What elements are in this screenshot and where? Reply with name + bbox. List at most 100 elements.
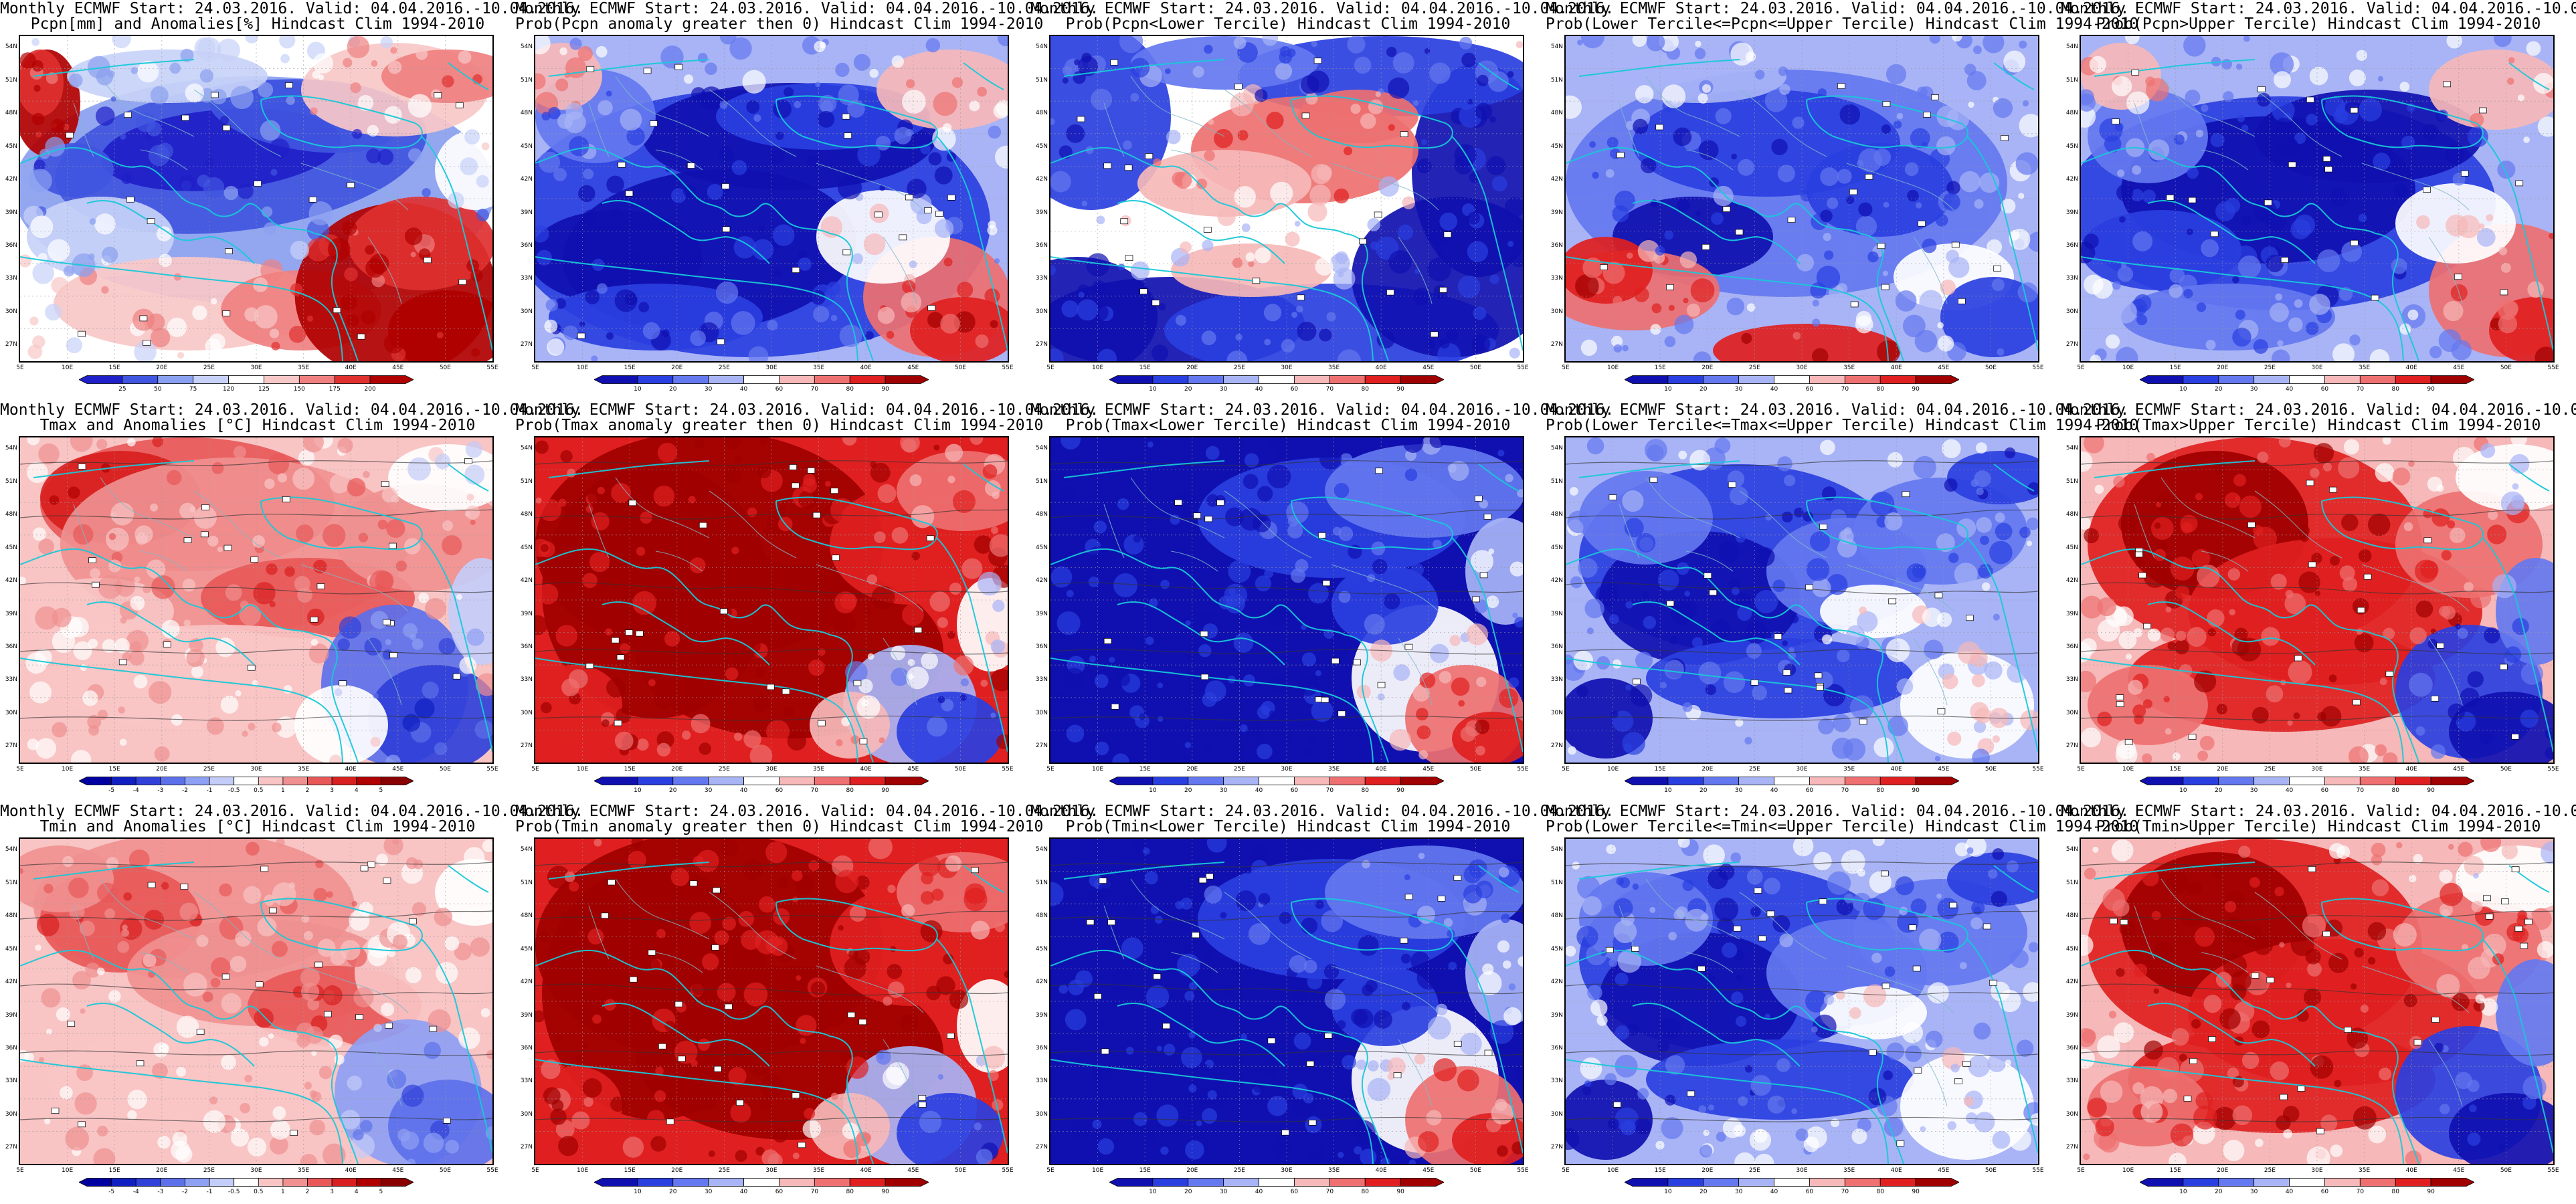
colorbar-swatch <box>2395 777 2431 785</box>
lat-tick-label: 48N <box>2065 511 2078 518</box>
lon-tick-label: 45E <box>2453 766 2465 773</box>
lon-tick-label: 45E <box>907 365 919 371</box>
colorbar-tick-label: 20 <box>669 386 677 393</box>
colorbar-tick-label: 30 <box>1219 787 1228 794</box>
lon-tick-label: 15E <box>2169 1167 2181 1174</box>
colorbar-tick-label: 80 <box>1876 1189 1884 1195</box>
colorbar-tick-label: -3 <box>157 787 164 794</box>
colorbar-tick-label: -2 <box>181 1189 188 1195</box>
colorbar-swatch <box>2289 375 2325 384</box>
colorbar-swatch <box>1364 1178 1401 1187</box>
lon-tick-label: 45E <box>1938 365 1950 371</box>
colorbar-tick-label: 60 <box>1290 386 1299 393</box>
lon-tick-label: 20E <box>1186 365 1198 371</box>
colorbar-tick-label: 30 <box>1734 787 1743 794</box>
colorbar-tick-label: -5 <box>108 1189 115 1195</box>
colorbar-swatch <box>1703 1178 1740 1187</box>
lat-tick-label: 39N <box>1035 209 1048 216</box>
lat-tick-label: 30N <box>5 709 17 716</box>
colorbar-swatch <box>1364 777 1401 785</box>
lon-tick-label: 30E <box>250 365 262 371</box>
lat-tick-label: 39N <box>2065 1011 2078 1019</box>
colorbar-swatch <box>743 375 779 384</box>
colorbar-tick-label: 70 <box>1841 787 1849 794</box>
colorbar-swatch <box>1294 375 1330 384</box>
colorbar-tick-label: -3 <box>157 1189 164 1195</box>
colorbar-tick-label: 10 <box>1149 386 1157 393</box>
lat-tick-label: 33N <box>1550 676 1563 684</box>
colorbar-swatch <box>209 777 235 785</box>
lat-tick-label: 39N <box>5 610 17 617</box>
map-panel: Monthly ECMWF Start: 24.03.2016. Valid: … <box>1546 401 2138 803</box>
lon-tick-label: 35E <box>2359 1167 2371 1174</box>
lat-tick-label: 33N <box>5 1078 17 1085</box>
colorbar-tick-label: 20 <box>2215 386 2223 393</box>
lat-tick-label: 39N <box>520 610 533 617</box>
colorbar-tick-label: 60 <box>775 386 784 393</box>
lat-tick-label: 54N <box>2065 445 2078 452</box>
lon-tick-label: 45E <box>1938 766 1950 773</box>
lon-tick-label: 15E <box>624 365 636 371</box>
lon-tick-label: 40E <box>860 365 872 371</box>
map-panel: Monthly ECMWF Start: 24.03.2016. Valid: … <box>0 0 583 401</box>
colorbar-swatch <box>258 777 284 785</box>
colorbar-swatch <box>111 1178 136 1187</box>
lat-tick-label: 39N <box>1550 209 1563 216</box>
colorbar-swatch <box>2218 375 2255 384</box>
lon-tick-label: 5E <box>1562 365 1570 371</box>
colorbar-swatch <box>1809 777 1845 785</box>
lon-tick-label: 5E <box>531 766 539 773</box>
colorbar-swatch <box>2253 777 2290 785</box>
colorbar-tick-label: 5 <box>379 1189 383 1195</box>
lon-tick-label: 25E <box>2264 766 2276 773</box>
colorbar-tick-label: 70 <box>810 386 819 393</box>
colorbar-tick-label: 20 <box>669 1189 677 1195</box>
colorbar-tick-label: 90 <box>881 1189 889 1195</box>
colorbar-tick-label: 40 <box>1255 1189 1263 1195</box>
colorbar-swatch <box>135 777 161 785</box>
lon-tick-label: 50E <box>1985 365 1997 371</box>
lat-tick-label: 39N <box>5 1011 17 1019</box>
colorbar-tick-label: 30 <box>1219 1189 1228 1195</box>
lon-tick-label: 10E <box>1092 766 1104 773</box>
colorbar-tick-label: 30 <box>1734 386 1743 393</box>
colorbar-swatch <box>334 375 371 384</box>
colorbar-tick-label: 80 <box>846 386 854 393</box>
lon-tick-label: 45E <box>2453 1167 2465 1174</box>
colorbar-tick-label: 10 <box>2179 1189 2187 1195</box>
lon-tick-label: 25E <box>1748 1167 1760 1174</box>
lat-tick-label: 42N <box>5 176 17 183</box>
lon-tick-label: 35E <box>298 1167 310 1174</box>
colorbar-tick-label: 60 <box>1805 787 1814 794</box>
colorbar-tick-label: 70 <box>810 1189 819 1195</box>
lat-tick-label: 45N <box>5 142 17 150</box>
panel-title-line2: Prob(Lower Tercile<=Tmin<=Upper Tercile)… <box>1546 818 2139 835</box>
colorbar-swatch <box>849 1178 886 1187</box>
lon-tick-label: 55E <box>1517 766 1529 773</box>
colorbar-tick-label: 30 <box>704 386 713 393</box>
lon-tick-label: 50E <box>439 1167 451 1174</box>
lat-tick-label: 54N <box>5 43 17 51</box>
lon-tick-label: 45E <box>907 1167 919 1174</box>
colorbar-tick-label: 20 <box>1184 787 1192 794</box>
lon-tick-label: 40E <box>345 1167 357 1174</box>
panel-title-line2: Tmin and Anomalies [°C] Hindcast Clim 19… <box>39 818 476 835</box>
colorbar-swatch <box>264 375 300 384</box>
colorbar-tick-label: 90 <box>1396 1189 1404 1195</box>
colorbar-swatch <box>1259 777 1295 785</box>
lon-tick-label: 30E <box>1281 1167 1293 1174</box>
lat-tick-label: 33N <box>1035 1078 1048 1085</box>
map-panel: Monthly ECMWF Start: 24.03.2016. Valid: … <box>515 401 1099 803</box>
lat-tick-label: 27N <box>520 1144 533 1151</box>
lon-tick-label: 50E <box>1469 1167 1481 1174</box>
lon-tick-label: 10E <box>2122 1167 2134 1174</box>
colorbar-swatch <box>1915 1178 1959 1187</box>
lat-tick-label: 54N <box>2065 43 2078 51</box>
colorbar-swatch <box>1259 375 1295 384</box>
lat-tick-label: 36N <box>5 1045 17 1052</box>
lat-tick-label: 27N <box>5 1144 17 1151</box>
lat-tick-label: 33N <box>2065 275 2078 282</box>
lon-tick-label: 10E <box>577 1167 589 1174</box>
map-frame <box>534 436 1009 764</box>
lon-tick-label: 25E <box>1233 766 1245 773</box>
